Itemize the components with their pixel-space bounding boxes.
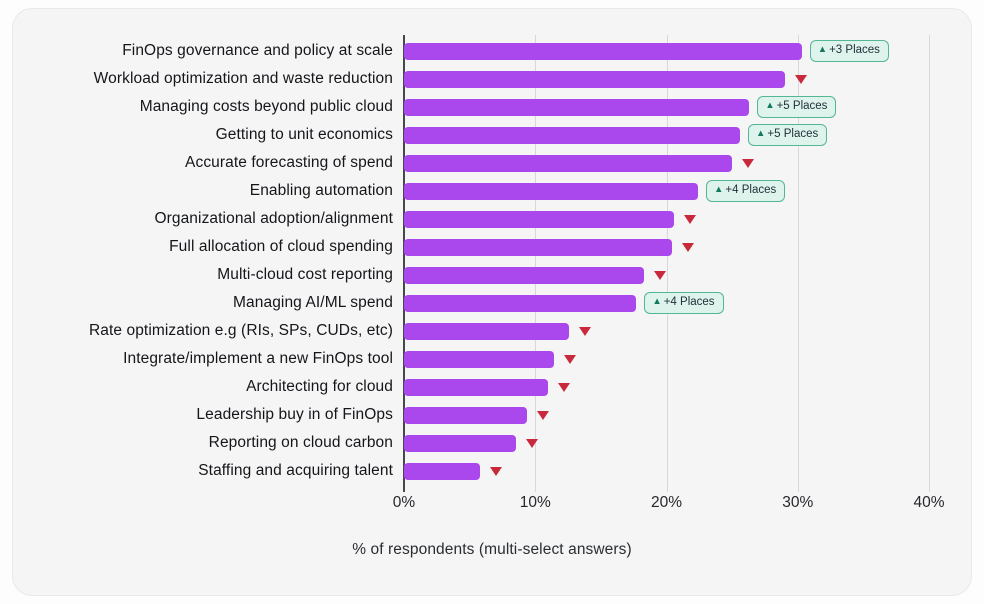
rank-up-badge: ▲ +5 Places <box>748 124 828 146</box>
chart-row <box>404 149 929 177</box>
chart-row <box>404 345 929 373</box>
gridline <box>666 35 668 492</box>
axis-tick-label: 10% <box>519 494 551 511</box>
category-labels: FinOps governance and policy at scale Wor… <box>13 37 404 485</box>
bar <box>404 322 570 340</box>
category-label: Reporting on cloud carbon <box>208 434 393 451</box>
bar <box>404 434 516 452</box>
rank-up-badge: ▲ +4 Places <box>706 180 786 202</box>
rank-up-label: +5 Places <box>776 100 828 113</box>
rank-up-label: +5 Places <box>767 128 819 141</box>
x-axis-title: % of respondents (multi-select answers) <box>352 541 632 558</box>
axis-tick-label: 40% <box>913 494 945 511</box>
rank-up-badge: ▲ +5 Places <box>757 96 837 118</box>
chart-row: ▲ +5 Places <box>404 121 929 149</box>
rank-up-label: +4 Places <box>725 184 777 197</box>
category-label: Managing costs beyond public cloud <box>139 98 393 115</box>
triangle-down-icon <box>681 242 694 252</box>
chart-row <box>404 429 929 457</box>
category-label: Integrate/implement a new FinOps tool <box>123 350 393 367</box>
chart-row <box>404 457 929 485</box>
gridline <box>929 35 930 492</box>
chart-row: ▲ +5 Places <box>404 93 929 121</box>
category-label: Getting to unit economics <box>215 126 393 143</box>
chart-row <box>404 317 929 345</box>
triangle-down-icon <box>654 270 667 280</box>
axis-tick-label: 0% <box>392 494 416 511</box>
bar <box>404 462 481 480</box>
bar <box>404 70 785 88</box>
category-label: Organizational adoption/alignment <box>154 210 393 227</box>
chart-card: FinOps governance and policy at scale Wor… <box>12 8 972 596</box>
category-label: Multi-cloud cost reporting <box>217 266 393 283</box>
y-axis-line <box>403 35 405 492</box>
category-label: Leadership buy in of FinOps <box>196 406 393 423</box>
chart-row <box>404 373 929 401</box>
bar <box>404 238 672 256</box>
bar <box>404 126 740 144</box>
bar-chart: FinOps governance and policy at scale Wor… <box>13 9 971 492</box>
bar <box>404 378 549 396</box>
plot-area: ▲ +3 Places ▲ +5 Places ▲ +5 Places ▲ +4 Places… <box>403 35 930 492</box>
triangle-down-icon <box>579 326 592 336</box>
category-label: Accurate forecasting of spend <box>185 154 393 171</box>
bar <box>404 210 675 228</box>
triangle-up-icon: ▲ <box>756 128 766 140</box>
bar <box>404 266 645 284</box>
chart-row <box>404 261 929 289</box>
bar <box>404 294 637 312</box>
bar <box>404 406 528 424</box>
triangle-up-icon: ▲ <box>817 44 828 56</box>
gridline <box>535 35 537 492</box>
x-axis: 0% 10% 20% 30% 40% <box>393 494 945 514</box>
category-label: Staffing and acquiring talent <box>198 462 393 479</box>
chart-row <box>404 233 929 261</box>
bar <box>404 182 698 200</box>
gridline <box>797 35 799 492</box>
rank-up-badge: ▲ +3 Places <box>809 40 889 62</box>
triangle-down-icon <box>684 214 697 224</box>
bar <box>404 154 733 172</box>
category-label: Workload optimization and waste reductio… <box>93 70 393 87</box>
chart-row <box>404 65 929 93</box>
bar <box>404 98 750 116</box>
triangle-down-icon <box>490 466 503 476</box>
triangle-up-icon: ▲ <box>714 184 724 196</box>
category-label: Enabling automation <box>249 182 393 199</box>
chart-row <box>404 401 929 429</box>
plot-rows: ▲ +3 Places ▲ +5 Places ▲ +5 Places ▲ +4 Places… <box>404 37 929 485</box>
category-label: Full allocation of cloud spending <box>169 238 393 255</box>
chart-row: ▲ +4 Places <box>404 177 929 205</box>
axis-tick-label: 20% <box>650 494 683 511</box>
rank-up-badge: ▲ +4 Places <box>644 292 724 314</box>
category-label: Rate optimization e.g (RIs, SPs, CUDs, e… <box>88 322 393 339</box>
category-label: FinOps governance and policy at scale <box>122 42 393 59</box>
category-label: Managing AI/ML spend <box>233 294 393 311</box>
chart-row <box>404 205 929 233</box>
triangle-up-icon: ▲ <box>652 296 662 308</box>
category-label: Architecting for cloud <box>246 378 393 395</box>
triangle-up-icon: ▲ <box>765 100 775 112</box>
rank-up-label: +4 Places <box>663 296 715 309</box>
triangle-down-icon <box>742 158 755 168</box>
axis-tick-label: 30% <box>782 494 814 511</box>
triangle-down-icon <box>794 74 807 84</box>
bar <box>404 350 554 368</box>
bar <box>404 42 802 60</box>
chart-row: ▲ +4 Places <box>404 289 929 317</box>
grid-layer <box>403 35 930 492</box>
triangle-down-icon <box>558 382 571 392</box>
chart-row: ▲ +3 Places <box>404 37 929 65</box>
triangle-down-icon <box>537 410 550 420</box>
rank-up-label: +3 Places <box>829 44 880 57</box>
triangle-down-icon <box>525 438 538 448</box>
triangle-down-icon <box>563 354 576 364</box>
